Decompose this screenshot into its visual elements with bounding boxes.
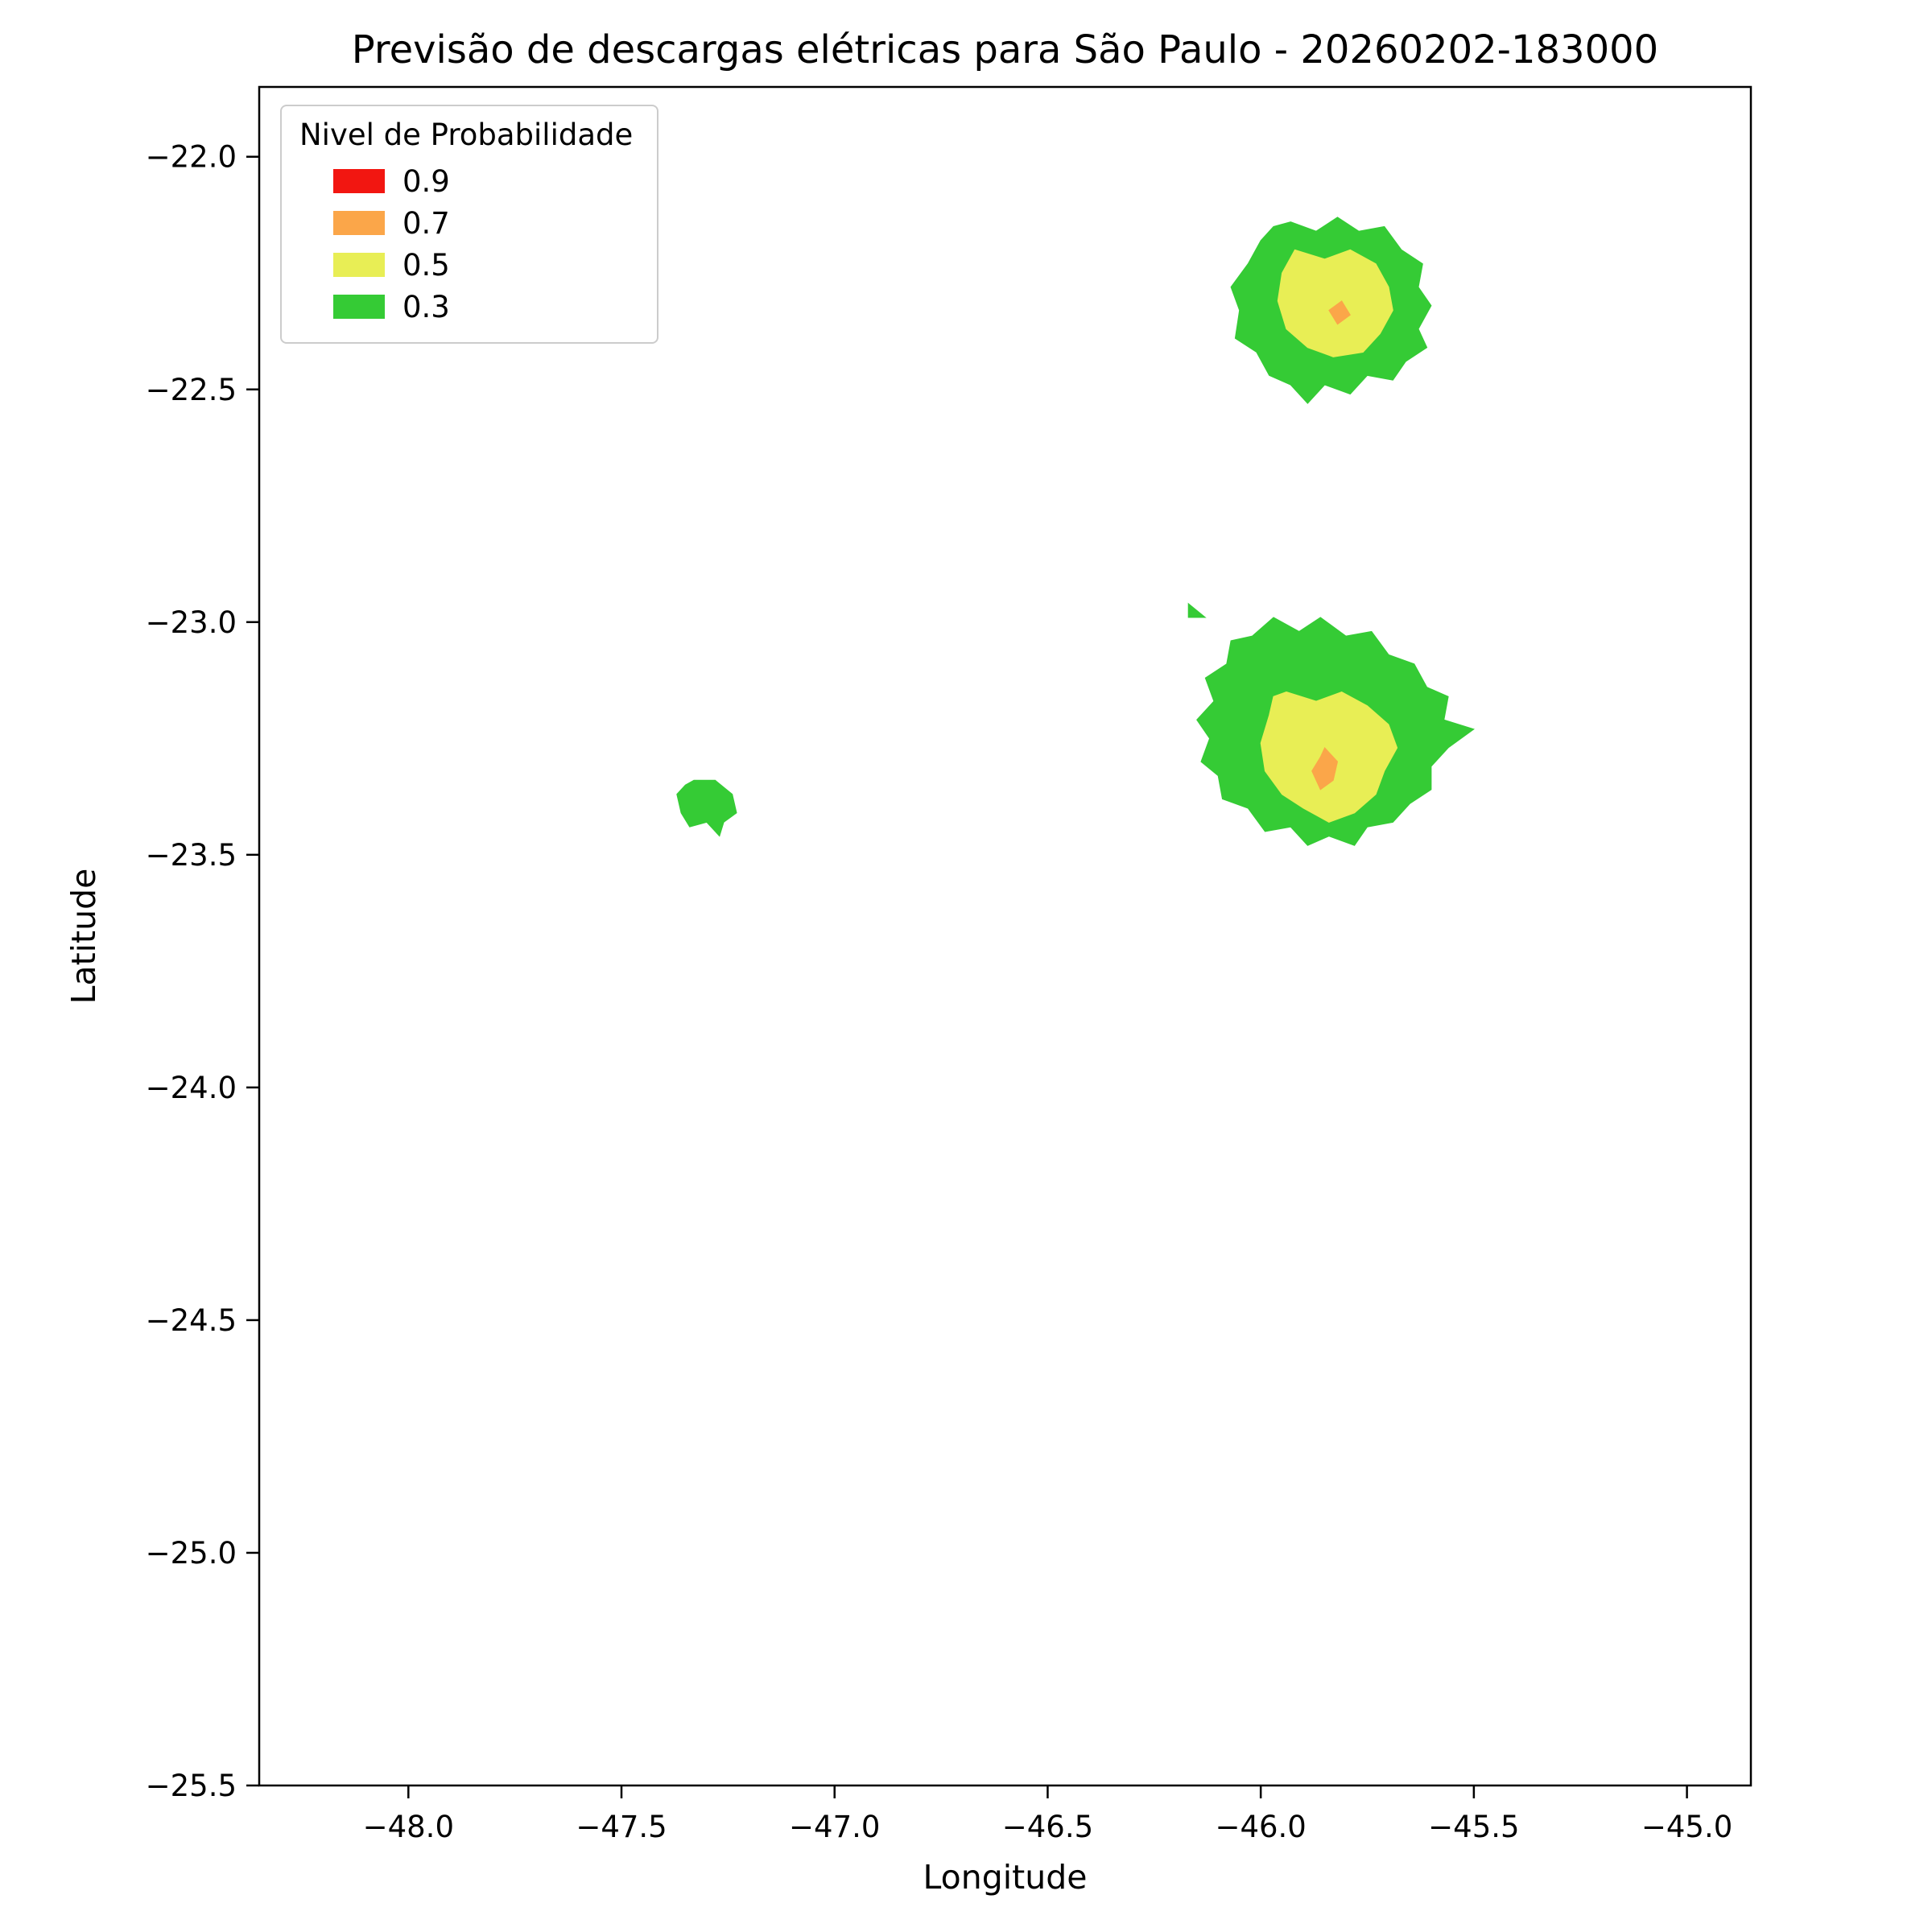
contour-region-north-cell-orange: [1328, 300, 1351, 325]
y-tick-label: −24.5: [146, 1303, 237, 1338]
contour-region-central-cell-orange: [1311, 747, 1339, 791]
legend-entries: 0.9 0.7 0.5 0.3: [299, 160, 633, 328]
plot-border: [258, 85, 1752, 1787]
legend-swatch: [333, 211, 385, 235]
legend-entry-label: 0.3: [402, 289, 450, 324]
y-tick-label: −23.0: [146, 605, 237, 640]
x-tick-label: −47.5: [576, 1810, 667, 1844]
contour-region-speck-green: [1187, 602, 1207, 618]
x-axis-label: Longitude: [923, 1858, 1088, 1897]
y-tick-label: −23.5: [146, 838, 237, 873]
legend-entry: 0.9: [299, 160, 633, 202]
x-tick-label: −48.0: [363, 1810, 454, 1844]
y-tick-label: −25.0: [146, 1536, 237, 1571]
x-tick-label: −45.0: [1641, 1810, 1732, 1844]
contour-region-west-cell-green: [676, 779, 737, 837]
legend-swatch: [333, 253, 385, 277]
x-tick-label: −45.5: [1428, 1810, 1519, 1844]
y-tick-label: −25.5: [146, 1769, 237, 1803]
legend-entry: 0.5: [299, 244, 633, 286]
legend-swatch: [333, 295, 385, 319]
legend-entry-label: 0.5: [402, 247, 450, 283]
chart-title: Previsão de descargas elétricas para São…: [351, 27, 1659, 72]
legend-entry-label: 0.9: [402, 163, 450, 199]
legend-swatch: [333, 169, 385, 193]
legend-entry-label: 0.7: [402, 205, 450, 241]
x-tick-label: −47.0: [789, 1810, 880, 1844]
legend-entry: 0.3: [299, 286, 633, 328]
legend-entry: 0.7: [299, 202, 633, 244]
y-axis-label: Latitude: [64, 869, 103, 1005]
y-tick-label: −24.0: [146, 1071, 237, 1105]
contour-region-north-cell-yellow: [1277, 249, 1393, 357]
legend: Nivel de Probabilidade 0.9 0.7 0.5 0.3: [280, 105, 659, 344]
y-tick-label: −22.0: [146, 140, 237, 175]
x-tick-label: −46.0: [1215, 1810, 1306, 1844]
y-tick-label: −22.5: [146, 373, 237, 407]
x-tick-label: −46.5: [1002, 1810, 1093, 1844]
legend-title: Nivel de Probabilidade: [299, 118, 634, 152]
